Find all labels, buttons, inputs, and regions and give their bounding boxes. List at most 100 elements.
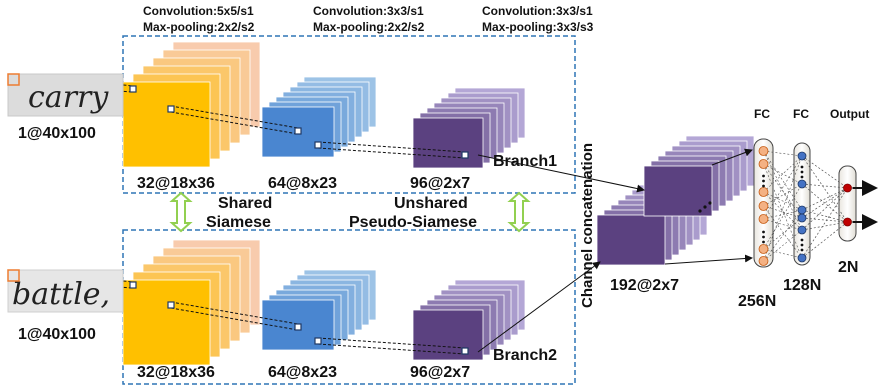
fc2-ellipsis-2 [800, 175, 804, 179]
branch1-to-concat-arrow [477, 154, 645, 193]
conv3-label-line2: Max-pooling:3x3/s3 [482, 20, 594, 34]
fc1-fc2-edge-3-3 [763, 205, 803, 219]
fc2-out-edge-5-1 [801, 221, 848, 259]
branch1-connector-line-d [170, 111, 299, 135]
fc2-ellipsis-0 [800, 165, 804, 169]
branch1-connector-line-c [170, 105, 299, 129]
branch2-connector-line-e [317, 337, 466, 349]
fc2-ellipsis-4 [800, 243, 804, 247]
fc1-fc2-edge-2-0 [763, 155, 803, 193]
conv-labels: Convolution:5x5/s1 Max-pooling:2x2/s2 Co… [143, 4, 594, 34]
concat-stack-b [643, 135, 755, 217]
shared-label-line2: Siamese [206, 214, 271, 231]
fc2-neuron-3 [797, 213, 807, 223]
fc2-ellipsis-1 [800, 170, 804, 174]
branch2-layer1-stack-sheet-0 [122, 279, 211, 366]
fc1-fc2-edge-6-4 [763, 229, 803, 262]
output-column [838, 165, 857, 242]
output-neuron-1 [843, 217, 852, 227]
branch1-layer2-stack [261, 76, 377, 158]
shared-arrow [169, 191, 193, 233]
fc2-out-edge-0-1 [801, 155, 848, 223]
fc1-fc2-edge-2-4 [763, 191, 803, 231]
shared-arrow-shape [169, 191, 193, 233]
fc1-neuron-0 [758, 146, 769, 156]
branch2-layer1-dim: 32@18x36 [137, 364, 215, 381]
branch1-layer3-stack-sheet-0 [412, 117, 484, 169]
branch2-layer3-dim: 96@2x7 [410, 364, 470, 381]
output-neuron-0 [843, 183, 852, 193]
branch2-layer3-stack [412, 279, 526, 361]
fc1-ellipsis-3 [762, 230, 765, 234]
channel-concat-label: Channel concatenation [579, 143, 596, 308]
branch1-layer3-stack [412, 87, 526, 169]
fc1-fc2-edge-0-4 [763, 150, 803, 231]
branch2-layer1-stack [122, 239, 261, 366]
concat-dim: 192@2x7 [610, 277, 679, 294]
branch2-connector-sq2 [167, 301, 175, 309]
fc2-neuron-1 [797, 179, 807, 189]
input-image-1-bg [7, 73, 124, 117]
branch1-connector-sq2 [167, 105, 175, 113]
layer-stacks [122, 41, 755, 366]
fc1-neuron-5 [758, 244, 769, 254]
fc2-dim: 128N [783, 277, 821, 294]
fc1-fc2-edge-4-4 [763, 218, 803, 231]
output-dim: 2N [838, 259, 858, 276]
fc1-fc2-edge-5-3 [763, 217, 803, 250]
branch1-layer2-dim: 64@8x23 [268, 175, 337, 192]
input-word-2: battle, [12, 277, 110, 312]
fc1-fc2-edge-2-2 [763, 191, 803, 211]
fc2-column [793, 142, 811, 266]
branch2-layer2-dim: 64@8x23 [268, 364, 337, 381]
branch2-connector-sq4 [314, 337, 322, 345]
input-word-1: carry [28, 80, 109, 115]
branch1-name: Branch1 [493, 153, 557, 170]
branch2-name: Branch2 [493, 347, 557, 364]
fc2-ellipsis-5 [800, 248, 804, 252]
fc2-neuron-2 [797, 205, 807, 215]
unshared-arrow [507, 191, 531, 233]
branch1-connector-line-f [317, 147, 466, 159]
branch2-to-concat-arrow [477, 261, 601, 353]
fc1-fc2-edge-4-0 [763, 155, 803, 220]
fc1-ellipsis-1 [762, 179, 765, 183]
conv1-label-line1: Convolution:5x5/s1 [143, 4, 254, 18]
branch1-connector-line-e [317, 141, 466, 153]
concat-to-fc-arrow-bottom [664, 254, 753, 265]
fc1-fc2-edge-6-2 [763, 209, 803, 262]
branch2-connector-sq1 [129, 281, 137, 289]
fc2-out-edge-1-1 [801, 183, 848, 223]
fc1-title: FC [754, 107, 770, 121]
fc1-ellipsis-4 [762, 235, 765, 239]
fc1-dim: 256N [738, 293, 776, 310]
shared-label-line1: Shared [218, 195, 272, 212]
branch1-connector-sq4 [314, 141, 322, 149]
branch2-connector-line-f [317, 343, 466, 355]
fc1-ellipsis-2 [762, 184, 765, 188]
fc2-neuron-0 [797, 151, 807, 161]
input-dim-1: 1@40x100 [18, 125, 96, 142]
conv1-label-line2: Max-pooling:2x2/s2 [143, 20, 255, 34]
fc2-out-edge-3-0 [801, 187, 848, 219]
fc2-ellipsis-3 [800, 238, 804, 242]
fc1-neuron-2 [758, 187, 769, 197]
fc1-fc2-edge-5-5 [763, 248, 803, 259]
conv2-label-line1: Convolution:3x3/s1 [313, 4, 424, 18]
unshared-arrow-shape [507, 191, 531, 233]
fc2-out-edge-0-0 [801, 155, 848, 189]
fc1-neuron-1 [758, 159, 769, 169]
concat-stack-b-sheet-0 [643, 165, 713, 217]
input-dim-2: 1@40x100 [18, 326, 96, 343]
fc1-fc2-edge-3-5 [763, 205, 803, 259]
input-image-1: carry [7, 73, 124, 117]
branch1-connector-sq3 [294, 127, 302, 135]
fc1-neuron-6 [758, 256, 769, 266]
fc1-fc2-edge-3-1 [763, 183, 803, 207]
unshared-label-line1: Unshared [394, 195, 468, 212]
fc2-out-edge-5-0 [801, 187, 848, 259]
fc2-title: FC [793, 107, 809, 121]
branch1-layer1-dim: 32@18x36 [137, 175, 215, 192]
branch1-connector-sq1 [129, 85, 137, 93]
